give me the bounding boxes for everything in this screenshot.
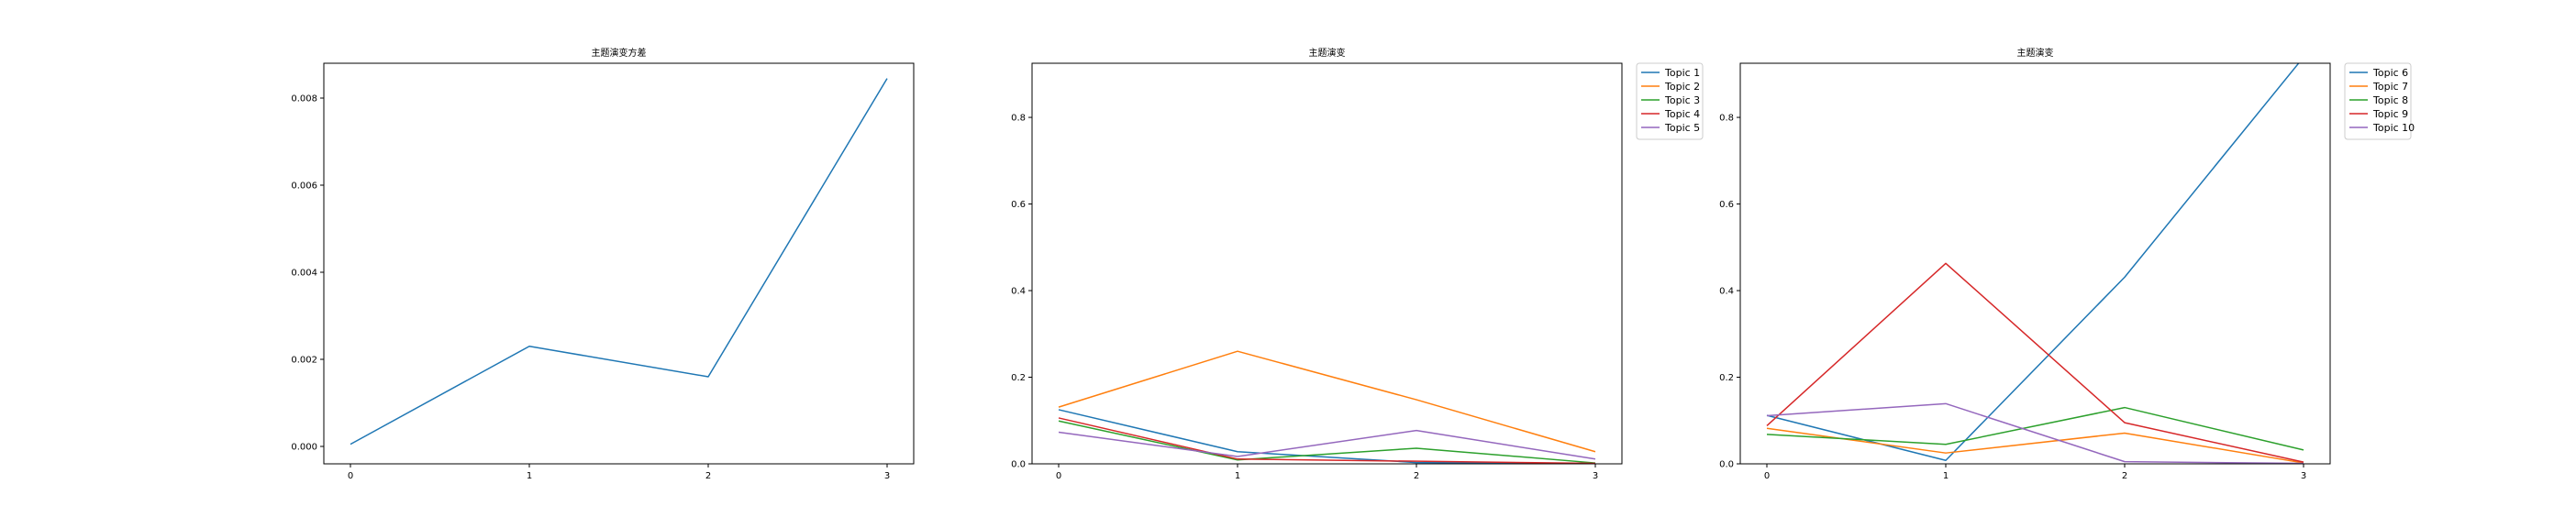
y-tick-label: 0.008 [291, 94, 317, 104]
x-tick-label: 3 [2301, 471, 2306, 481]
plot-frame [1031, 62, 1623, 465]
series-line-topic-2 [1058, 350, 1596, 453]
chart-title: 主题演变方差 [592, 47, 647, 59]
y-tick-label: 0.004 [291, 269, 317, 279]
series-line-topic-5 [1058, 429, 1596, 460]
series-line-topic-4 [1058, 417, 1596, 464]
series-line-topic-7 [1766, 427, 2304, 464]
plot-frame [1739, 62, 2331, 465]
chart-title: 主题演变 [2017, 47, 2054, 59]
legend-label: Topic 2 [1664, 81, 1700, 93]
x-tick-label: 2 [1414, 471, 1419, 481]
series-line-topic-8 [1766, 406, 2304, 451]
legend-label: Topic 7 [2372, 81, 2408, 93]
y-tick-label: 0.4 [1719, 287, 1734, 297]
legend-box [1636, 62, 1704, 140]
plot-frame [323, 62, 915, 465]
y-tick-label: 0.006 [291, 182, 317, 192]
y-tick-label: 0.8 [1719, 114, 1734, 124]
y-tick-label: 0.8 [1011, 114, 1026, 124]
x-tick-label: 3 [884, 471, 890, 481]
legend-label: Topic 1 [1664, 67, 1700, 79]
legend-label: Topic 10 [2372, 122, 2415, 134]
y-tick-label: 0.2 [1719, 373, 1734, 383]
y-tick-label: 0.000 [291, 443, 317, 453]
series-line-topic-9 [1766, 262, 2304, 463]
x-tick-label: 3 [1593, 471, 1598, 481]
series-line-topic-3 [1058, 420, 1596, 464]
y-tick-label: 0.6 [1719, 200, 1734, 210]
series-line-topic-6 [1766, 63, 2300, 461]
x-tick-label: 2 [2122, 471, 2127, 481]
x-tick-label: 0 [348, 471, 353, 481]
y-tick-label: 0.4 [1011, 287, 1026, 297]
legend-label: Topic 8 [2372, 94, 2408, 106]
x-tick-label: 1 [1235, 471, 1240, 481]
y-tick-label: 0.6 [1011, 200, 1026, 210]
legend-label: Topic 6 [2372, 67, 2408, 79]
chart-title: 主题演变 [1309, 47, 1346, 59]
legend-label: Topic 3 [1664, 94, 1700, 106]
series-line-topic-10 [1766, 402, 2304, 464]
series-line-1 [350, 78, 888, 446]
y-tick-label: 0.2 [1011, 373, 1026, 383]
y-tick-label: 0.0 [1011, 460, 1026, 470]
y-tick-label: 0.0 [1719, 460, 1734, 470]
y-tick-label: 0.002 [291, 356, 317, 366]
x-tick-label: 2 [705, 471, 711, 481]
chart-panel-1: 主题演变方差 0.000 0.002 0.004 0.006 0.008 0 1 2 3 [291, 47, 915, 481]
x-tick-label: 1 [527, 471, 532, 481]
legend-label: Topic 4 [1664, 108, 1700, 120]
legend-label: Topic 5 [1664, 122, 1700, 134]
legend-box [2344, 62, 2412, 140]
legend-label: Topic 9 [2372, 108, 2408, 120]
x-tick-label: 1 [1943, 471, 1949, 481]
x-tick-label: 0 [1764, 471, 1770, 481]
x-tick-label: 0 [1056, 471, 1061, 481]
